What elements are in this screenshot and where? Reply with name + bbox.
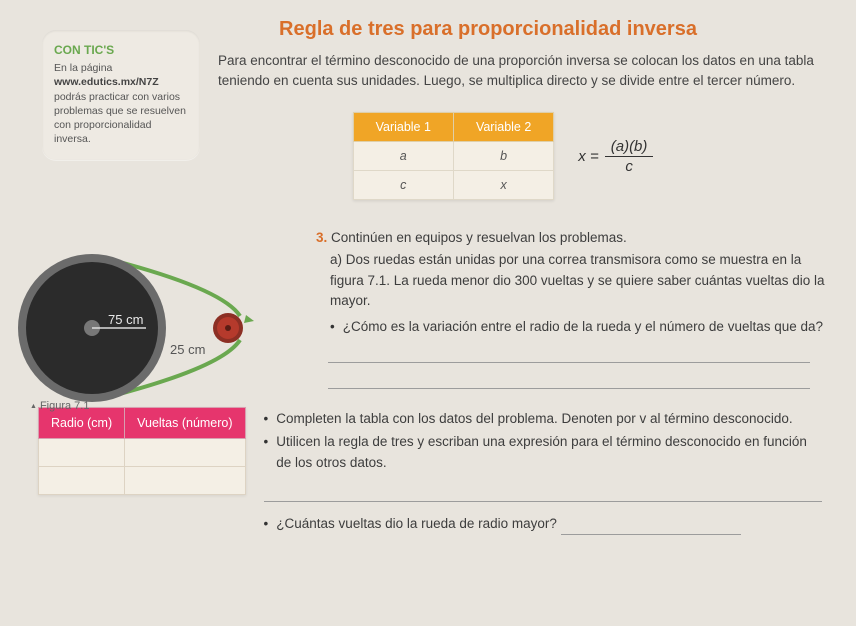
- variable-table: Variable 1 Variable 2 a b c x: [353, 112, 555, 200]
- formula-fraction: (a)(b) c: [605, 138, 654, 175]
- bullet-icon: •: [264, 432, 269, 474]
- question-1: ¿Cómo es la variación entre el radio de …: [343, 317, 823, 337]
- rv-cell: [125, 439, 245, 467]
- figure-caption: Figura 7.1: [30, 400, 89, 412]
- problem-number: 3.: [316, 230, 327, 245]
- problem-a-label: a): [330, 252, 342, 267]
- bullet-icon: •: [264, 409, 269, 430]
- formula: x = (a)(b) c: [578, 138, 653, 175]
- var-header-2: Variable 2: [453, 113, 553, 142]
- lower-text: • Completen la tabla con los datos del p…: [264, 407, 828, 535]
- tic-line2: podrás practicar con varios problemas qu…: [54, 90, 188, 147]
- formula-denominator: c: [625, 157, 633, 175]
- rv-cell: [39, 439, 125, 467]
- rv-header-2: Vueltas (número): [125, 408, 245, 439]
- tic-header: CON TIC'S: [54, 42, 188, 58]
- var-cell: c: [353, 171, 453, 200]
- bullet-icon: •: [264, 514, 269, 535]
- small-radius-label: 25 cm: [170, 342, 205, 357]
- answer-line-inline: [561, 534, 741, 535]
- tic-box: CON TIC'S En la página www.edutics.mx/N7…: [42, 30, 200, 160]
- var-cell: x: [453, 171, 553, 200]
- question-3: ¿Cuántas vueltas dio la rueda de radio m…: [276, 516, 557, 531]
- answer-line: [328, 371, 810, 389]
- formula-lhs: x =: [578, 148, 598, 165]
- big-radius-label: 75 cm: [108, 312, 143, 327]
- radio-vueltas-table: Radio (cm) Vueltas (número): [38, 407, 246, 495]
- problem-a-text: Dos ruedas están unidas por una correa t…: [330, 252, 825, 308]
- question-2b: Utilicen la regla de tres y escriban una…: [276, 432, 822, 474]
- var-header-1: Variable 1: [353, 113, 453, 142]
- tic-line1: En la página: [54, 61, 188, 75]
- rv-cell: [125, 467, 245, 495]
- wheels-figure: 75 cm 25 cm: [12, 238, 282, 408]
- rv-header-1: Radio (cm): [39, 408, 125, 439]
- rv-cell: [39, 467, 125, 495]
- answer-line: [328, 345, 810, 363]
- tic-url: www.edutics.mx/N7Z: [54, 75, 188, 89]
- answer-line: [264, 484, 822, 502]
- intro-paragraph: Para encontrar el término desconocido de…: [218, 51, 828, 90]
- var-cell: a: [353, 142, 453, 171]
- belt-arrow-icon: [244, 315, 254, 323]
- bullet-icon: •: [330, 317, 335, 337]
- problem-lead: Continúen en equipos y resuelvan los pro…: [331, 230, 627, 245]
- lower-section: Radio (cm) Vueltas (número) • Completen …: [28, 407, 828, 535]
- variable-row: Variable 1 Variable 2 a b c x x = (a)(b)…: [178, 112, 828, 200]
- var-cell: b: [453, 142, 553, 171]
- question-2a: Completen la tabla con los datos del pro…: [276, 409, 792, 430]
- page-title: Regla de tres para proporcionalidad inve…: [148, 18, 828, 41]
- problem-block: 3. Continúen en equipos y resuelvan los …: [316, 228, 828, 337]
- small-wheel-hub: [225, 325, 231, 331]
- formula-numerator: (a)(b): [605, 138, 654, 157]
